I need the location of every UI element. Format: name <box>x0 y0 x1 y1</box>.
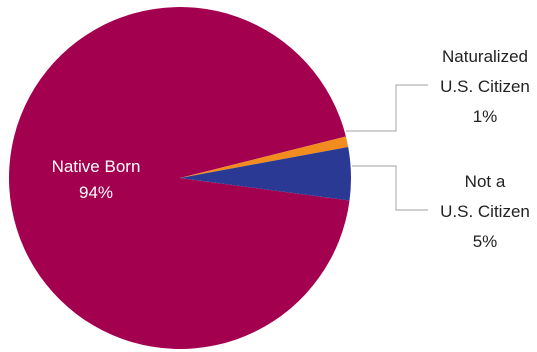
slice-label-value: 94% <box>79 183 113 202</box>
leader-line-not-citizen <box>352 165 428 211</box>
slice-label-native-born: Native Born 94% <box>52 157 141 202</box>
slice-label-naturalized: Naturalized U.S. Citizen 1% <box>440 47 530 126</box>
slice-naturalized-us-citizen <box>180 136 349 178</box>
slice-label-name-line-2: U.S. Citizen <box>440 202 530 221</box>
leader-line-naturalized <box>346 84 428 132</box>
slice-label-name: Native Born <box>52 157 141 176</box>
slice-label-value: 5% <box>473 232 498 251</box>
pie-slices <box>8 7 352 350</box>
slice-label-value: 1% <box>473 107 498 126</box>
leader-lines <box>346 84 428 211</box>
slice-not-a-us-citizen <box>180 147 352 201</box>
slice-label-name-line-2: U.S. Citizen <box>440 77 530 96</box>
slice-label-not-citizen: Not a U.S. Citizen 5% <box>440 172 530 251</box>
slice-label-name-line-1: Not a <box>465 172 506 191</box>
slice-label-name-line-1: Naturalized <box>442 47 528 66</box>
slice-native-born <box>8 7 350 350</box>
